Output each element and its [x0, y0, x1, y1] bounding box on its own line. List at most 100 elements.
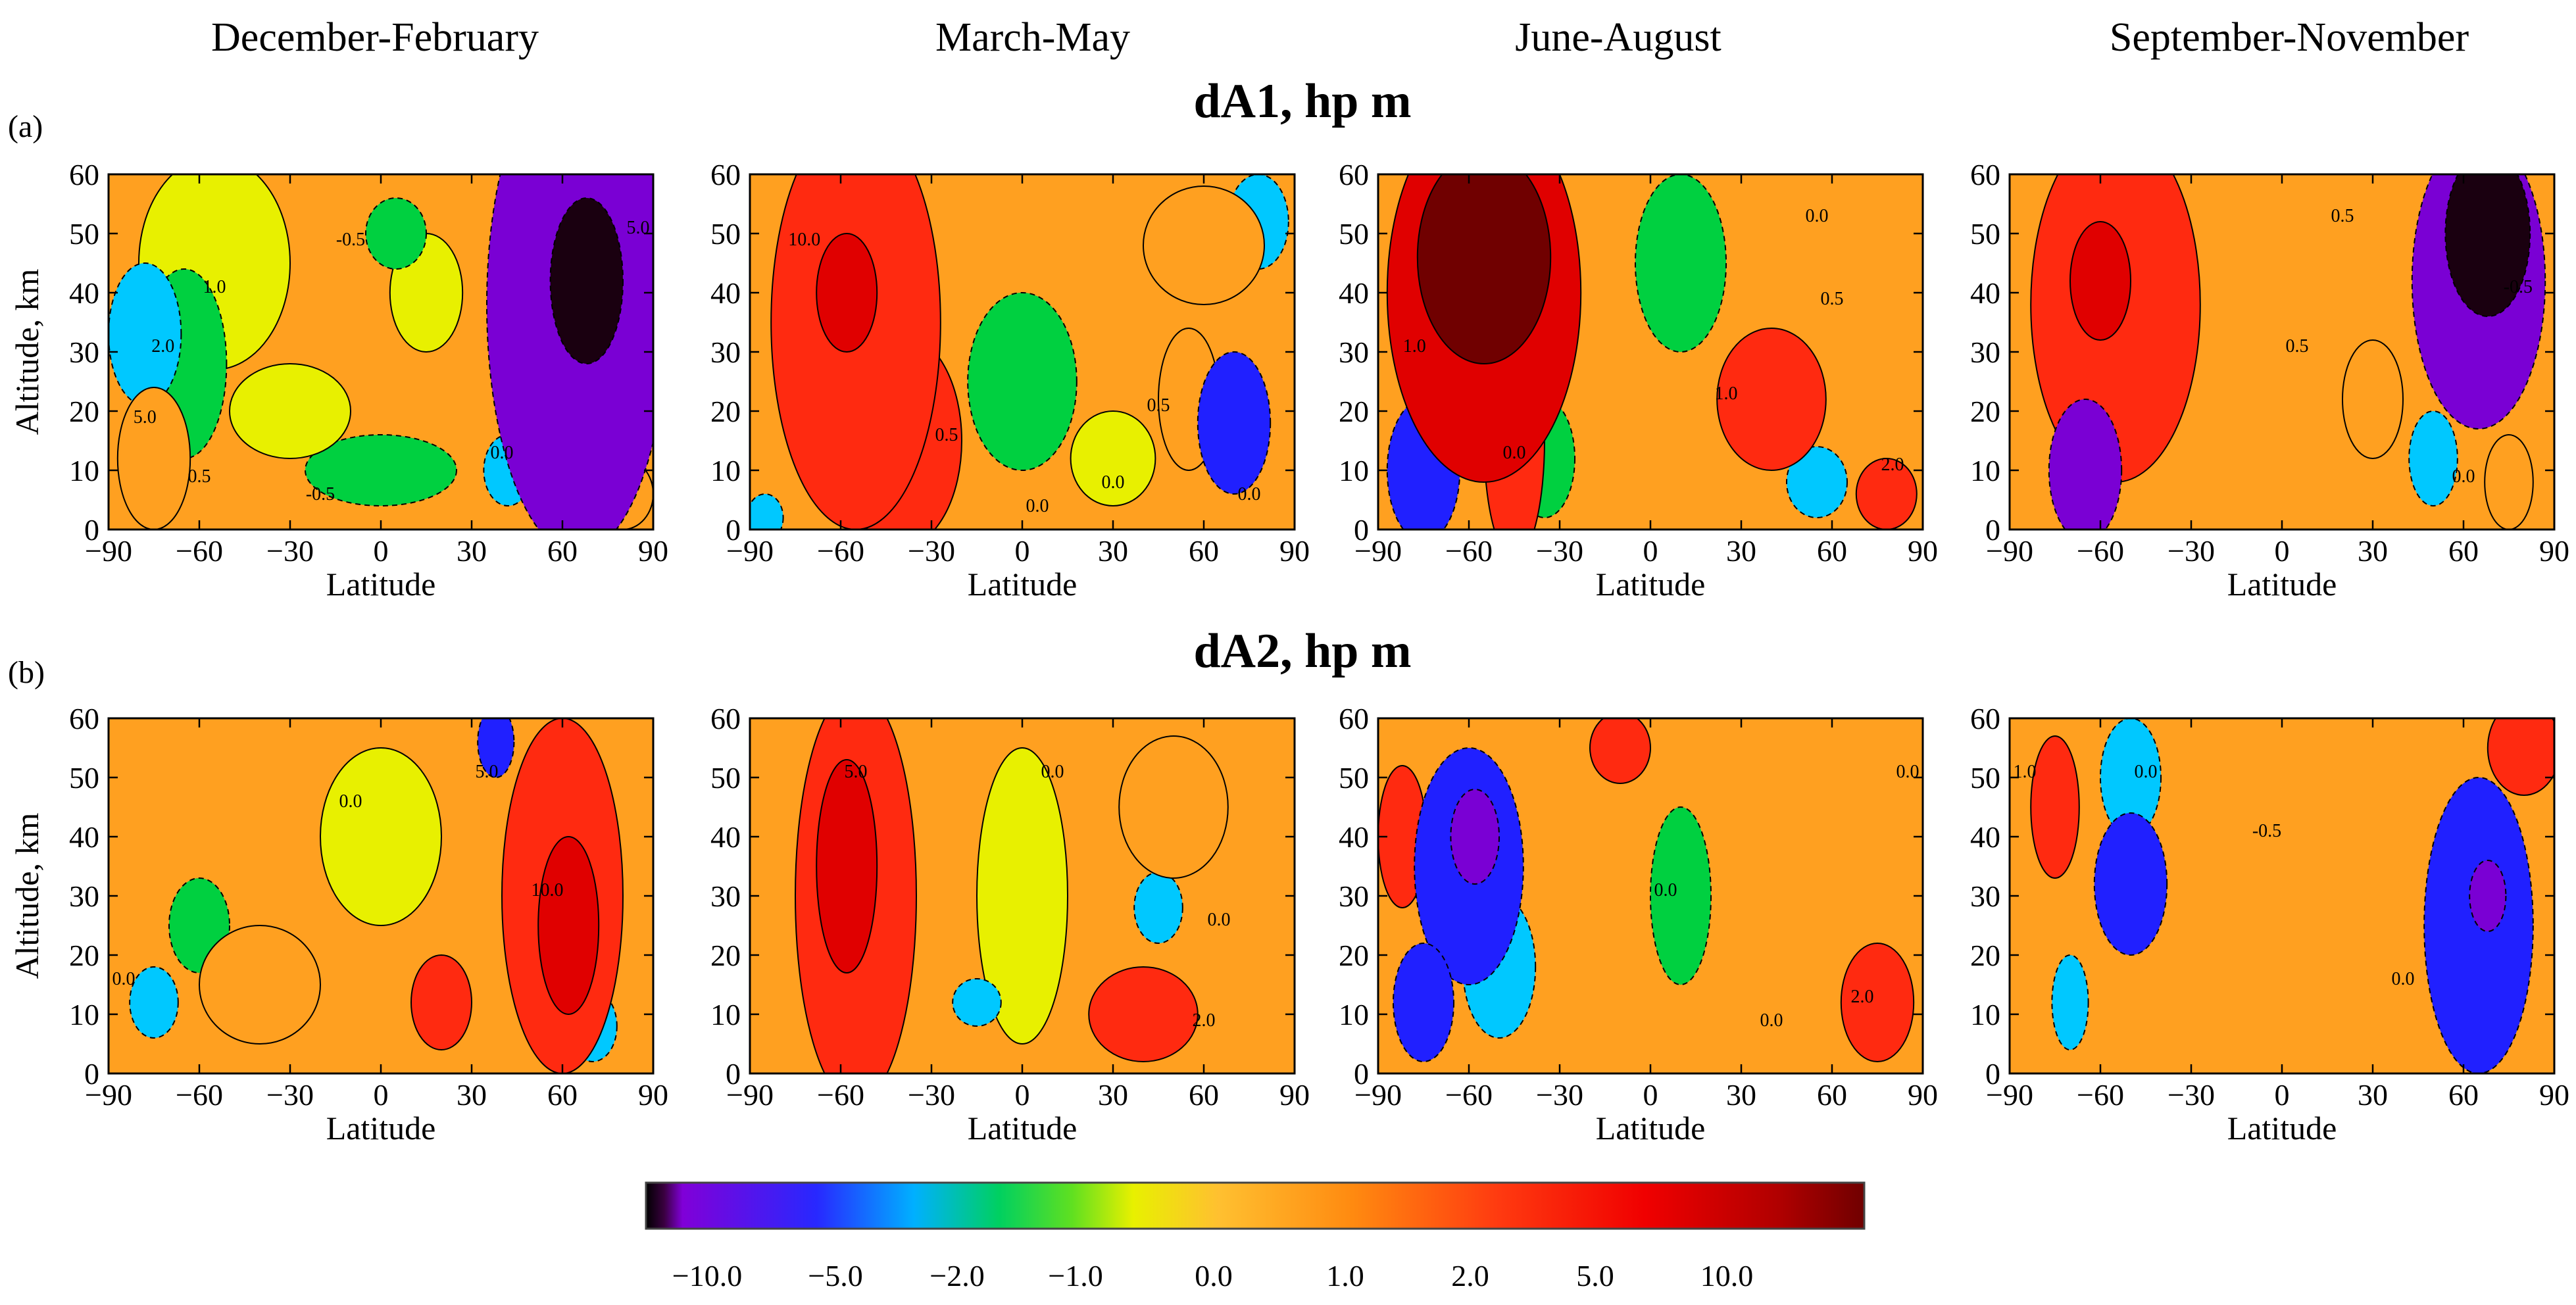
colorbar-tick-label: 5.0 — [1576, 1259, 1614, 1293]
contour-label: 2.0 — [1193, 1010, 1216, 1031]
y-tick-label: 10 — [1970, 454, 2000, 487]
x-tick-label: −60 — [1445, 1078, 1493, 1112]
contour-region — [1650, 806, 1712, 985]
colorbar-tick-label: −5.0 — [808, 1259, 862, 1293]
contour-region — [199, 925, 321, 1045]
x-tick-label: 60 — [1817, 534, 1847, 568]
contour-label: 2.0 — [151, 336, 174, 357]
y-tick-label: 0 — [726, 513, 741, 547]
x-tick-label: −60 — [2077, 534, 2124, 568]
y-tick-label: 60 — [1970, 702, 2000, 735]
x-tick-label: −30 — [1536, 534, 1583, 568]
y-tick-label: 30 — [1339, 335, 1369, 369]
x-tick-label: −90 — [1986, 1078, 2033, 1112]
row-title-da2: dA2, hp m — [1193, 624, 1412, 678]
x-tick-label: −30 — [266, 534, 314, 568]
contour-region — [2408, 410, 2458, 506]
y-tick-label: 40 — [1970, 820, 2000, 854]
contour-region — [1855, 458, 1918, 529]
contour-label: 0.5 — [1147, 395, 1170, 416]
row-label-b: (b) — [8, 655, 45, 690]
x-tick-label: −90 — [85, 534, 132, 568]
contour-region — [410, 954, 472, 1050]
contour-label: 5.0 — [627, 218, 650, 238]
y-tick-label: 40 — [1339, 276, 1369, 310]
contour-region — [229, 363, 351, 459]
contour-label: 0.0 — [1806, 206, 1829, 226]
colorbar-tick-label: 10.0 — [1700, 1259, 1754, 1293]
x-tick-label: 0 — [1643, 534, 1658, 568]
row-label-a: (a) — [8, 109, 43, 144]
y-tick-label: 20 — [69, 395, 99, 428]
y-tick-label: 20 — [1970, 939, 2000, 972]
x-axis-label: Latitude — [326, 566, 436, 603]
contour-label: 0.0 — [1041, 762, 1064, 782]
x-tick-label: −90 — [1986, 534, 2033, 568]
contour-label: 0.0 — [1503, 443, 1526, 463]
y-tick-label: 40 — [69, 820, 99, 854]
contour-label: 1.0 — [203, 277, 226, 297]
contour-region — [320, 747, 442, 926]
season-title-jja: June-August — [1515, 15, 1721, 60]
y-tick-label: 50 — [1970, 761, 2000, 795]
contour-region — [2469, 860, 2507, 932]
colorbar-tick-label: −2.0 — [929, 1259, 984, 1293]
y-tick-label: 0 — [1354, 1057, 1369, 1091]
contour-region — [2051, 954, 2089, 1050]
y-tick-label: 0 — [1985, 1057, 2000, 1091]
x-tick-label: −30 — [266, 1078, 314, 1112]
contour-label: 0.5 — [2331, 206, 2354, 226]
x-tick-label: −30 — [908, 534, 955, 568]
x-tick-label: 90 — [638, 534, 668, 568]
x-tick-label: 0 — [1015, 534, 1030, 568]
y-tick-label: 60 — [69, 158, 99, 191]
contour-region — [2342, 339, 2404, 459]
contour-label: -0.5 — [2504, 277, 2533, 297]
contour-label: 0.0 — [1654, 880, 1677, 900]
x-tick-label: 60 — [2448, 1078, 2479, 1112]
x-axis-label: Latitude — [1596, 566, 1706, 603]
x-tick-label: −60 — [176, 534, 223, 568]
x-tick-label: 30 — [1726, 534, 1756, 568]
panel-da2-1: 5.02.00.00.0−90 −60 −30 0 30 60 90Latitude0102… — [710, 702, 1310, 1146]
contour-region — [816, 233, 878, 353]
y-tick-label: 30 — [1970, 879, 2000, 913]
colorbar-tick-label: 0.0 — [1195, 1259, 1233, 1293]
y-axis-label: Altitude, km — [9, 813, 45, 979]
contour-region — [1088, 966, 1199, 1062]
y-tick-label: 40 — [69, 276, 99, 310]
x-tick-label: 90 — [1908, 534, 1938, 568]
contour-region — [2069, 221, 2131, 341]
y-tick-label: 40 — [1339, 820, 1369, 854]
contour-region — [1635, 174, 1727, 353]
y-tick-label: 40 — [1970, 276, 2000, 310]
contour-label: 0.0 — [2135, 762, 2158, 782]
contour-region — [1786, 446, 1848, 518]
colorbar-tick-label: 1.0 — [1326, 1259, 1364, 1293]
panel-da1-3: 0.50.5-0.50.0−90 −60 −30 0 30 60 90Latitude010… — [1970, 158, 2569, 603]
colorbar-tick-label: 2.0 — [1451, 1259, 1489, 1293]
y-tick-label: 60 — [710, 702, 741, 735]
x-tick-label: 30 — [2358, 534, 2388, 568]
y-tick-label: 50 — [1970, 217, 2000, 251]
contour-region — [1197, 351, 1272, 495]
x-tick-label: 30 — [2358, 1078, 2388, 1112]
contour-region — [1840, 943, 1915, 1062]
y-tick-label: 60 — [710, 158, 741, 191]
x-tick-label: 90 — [1279, 534, 1310, 568]
y-tick-label: 30 — [1339, 879, 1369, 913]
contour-region — [750, 493, 784, 529]
x-tick-label: 60 — [1817, 1078, 1847, 1112]
y-tick-label: 10 — [69, 454, 99, 487]
y-tick-label: 40 — [710, 276, 741, 310]
y-tick-label: 50 — [69, 761, 99, 795]
x-tick-label: 0 — [2275, 1078, 2290, 1112]
contour-label: 0.0 — [2392, 969, 2415, 989]
contour-label: 0.5 — [935, 425, 958, 445]
x-tick-label: −30 — [1536, 1078, 1583, 1112]
contour-label: 1.0 — [1715, 383, 1738, 404]
y-tick-label: 60 — [1339, 702, 1369, 735]
x-tick-label: 0 — [2275, 534, 2290, 568]
y-tick-label: 50 — [710, 217, 741, 251]
panel-da2-3: 0.0-0.50.01.0−90 −60 −30 0 30 60 90Latitude010… — [1970, 702, 2569, 1146]
